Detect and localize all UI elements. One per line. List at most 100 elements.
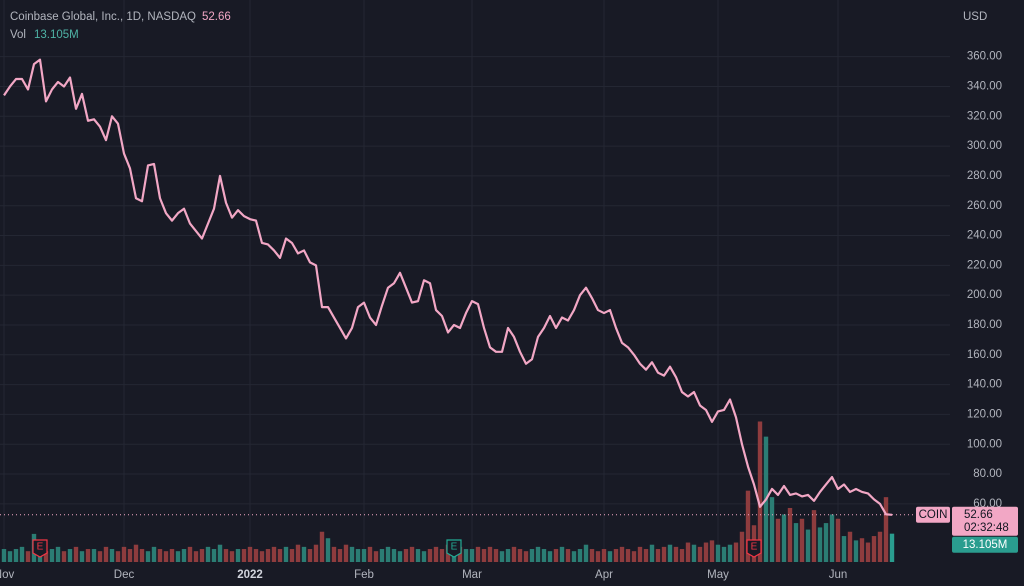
y-tick-label: 220.00 xyxy=(967,259,1002,271)
volume-bar xyxy=(409,546,415,562)
header-volume: 13.105M xyxy=(34,29,79,41)
currency: USD xyxy=(963,11,987,23)
volume-bar xyxy=(757,421,763,562)
volume-bar xyxy=(523,551,529,562)
volume-bar xyxy=(115,551,121,562)
volume-bar xyxy=(625,549,631,562)
volume-bar xyxy=(667,544,673,562)
volume-bar xyxy=(457,546,463,562)
y-tick-label: 160.00 xyxy=(967,349,1002,361)
volume-bar xyxy=(265,549,271,562)
volume-bar xyxy=(535,546,541,562)
volume-bar xyxy=(229,551,235,562)
volume-bar xyxy=(499,551,505,562)
volume-bar xyxy=(193,551,199,562)
volume-bar xyxy=(187,546,193,562)
x-tick-label: Apr xyxy=(595,569,613,581)
volume-bar xyxy=(7,551,13,562)
volume-bar xyxy=(871,536,877,562)
volume-bar xyxy=(217,544,223,562)
volume-bar xyxy=(481,549,487,562)
volume-bar xyxy=(127,549,133,562)
x-tick-label: Nov xyxy=(0,569,14,581)
volume-bar xyxy=(475,546,481,562)
y-tick-label: 140.00 xyxy=(967,379,1002,391)
volume-bar xyxy=(361,549,367,562)
x-tick-label: 2022 xyxy=(237,569,263,581)
volume-bar xyxy=(673,546,679,562)
volume-bar xyxy=(541,549,547,562)
y-tick-label: 340.00 xyxy=(967,80,1002,92)
y-tick-label: 240.00 xyxy=(967,230,1002,242)
volume-bar xyxy=(565,549,571,562)
y-tick-label: 120.00 xyxy=(967,408,1002,420)
volume-bar xyxy=(175,551,181,562)
volume-bar xyxy=(355,549,361,562)
volume xyxy=(1,421,895,562)
volume-bar xyxy=(511,546,517,562)
volume-bar xyxy=(295,544,301,562)
volume-bar xyxy=(631,551,637,562)
volume-bar xyxy=(163,551,169,562)
volume-bar xyxy=(805,529,811,562)
volume-bar xyxy=(589,549,595,562)
volume-bar xyxy=(433,546,439,562)
volume-bar xyxy=(247,546,253,562)
volume-bar xyxy=(841,536,847,562)
volume-label: 13.105M xyxy=(963,539,1008,551)
volume-bar xyxy=(487,546,493,562)
volume-bar xyxy=(241,549,247,562)
volume-bar xyxy=(439,549,445,562)
volume-bar xyxy=(529,549,535,562)
volume-bar xyxy=(49,549,55,562)
volume-bar xyxy=(223,549,229,562)
volume-bar xyxy=(493,549,499,562)
volume-bar xyxy=(637,546,643,562)
volume-bar xyxy=(97,551,103,562)
volume-bar xyxy=(571,551,577,562)
volume-bar xyxy=(385,546,391,562)
x-tick-label: May xyxy=(707,569,729,581)
volume-bar xyxy=(619,546,625,562)
y-tick-label: 200.00 xyxy=(967,289,1002,301)
volume-bar xyxy=(799,518,805,562)
y-tick-label: 320.00 xyxy=(967,110,1002,122)
volume-bar xyxy=(157,549,163,562)
volume-bar xyxy=(781,514,787,562)
volume-bar xyxy=(469,549,475,562)
volume-bar xyxy=(145,551,151,562)
symbol-label: COIN xyxy=(919,509,948,521)
countdown: 02:32:48 xyxy=(964,522,1009,534)
event-marker xyxy=(32,539,48,558)
volume-bar xyxy=(43,551,49,562)
volume-bar xyxy=(373,551,379,562)
volume-bar xyxy=(817,527,823,562)
volume-bar xyxy=(811,510,817,562)
volume-bar xyxy=(577,549,583,562)
event-marker xyxy=(446,539,462,558)
chart-title: Coinbase Global, Inc., 1D, NASDAQ xyxy=(10,11,196,23)
volume-bar xyxy=(283,546,289,562)
volume-bar xyxy=(67,549,73,562)
volume-bar xyxy=(331,546,337,562)
volume-bar xyxy=(343,544,349,562)
volume-bar xyxy=(13,549,19,562)
volume-bar xyxy=(133,544,139,562)
volume-bar xyxy=(601,549,607,562)
volume-bar xyxy=(733,542,739,562)
grid xyxy=(0,0,950,562)
price-label: 52.66 xyxy=(964,509,993,521)
volume-bar xyxy=(553,549,559,562)
volume-name: Vol xyxy=(10,29,26,41)
y-tick-label: 260.00 xyxy=(967,200,1002,212)
volume-bar xyxy=(397,551,403,562)
volume-bar xyxy=(715,544,721,562)
volume-bar xyxy=(727,544,733,562)
volume-bar xyxy=(505,549,511,562)
volume-bar xyxy=(85,549,91,562)
volume-bar xyxy=(319,531,325,562)
volume-bar xyxy=(853,540,859,562)
volume-bar xyxy=(289,549,295,562)
volume-bar xyxy=(121,546,127,562)
